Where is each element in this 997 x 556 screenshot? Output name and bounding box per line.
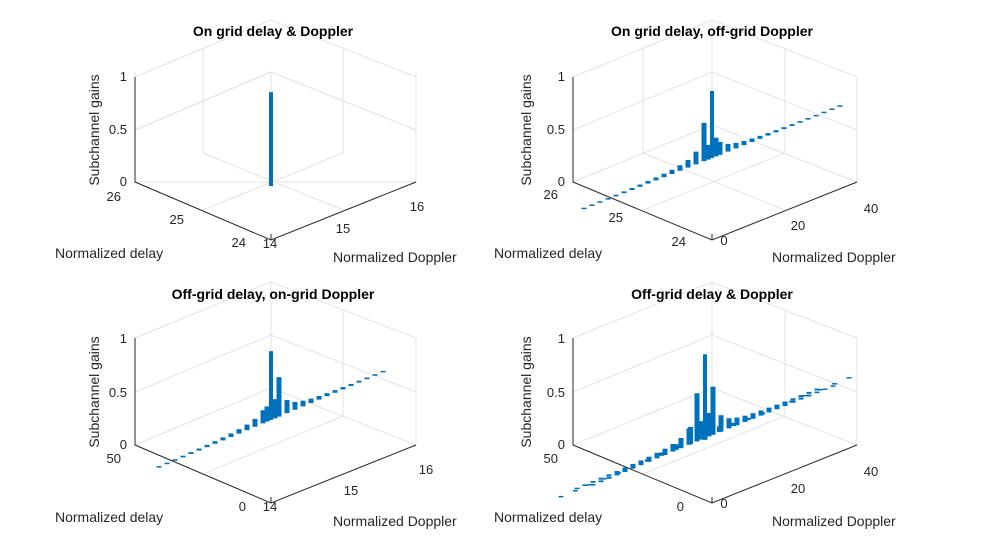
- x-tick: 20: [791, 481, 805, 496]
- y-tick: 24: [672, 234, 686, 249]
- x-tick: 40: [864, 201, 878, 216]
- y-axis-label: Normalized delay: [55, 245, 163, 261]
- x-tick: 16: [410, 199, 424, 214]
- y-tick: 24: [232, 235, 246, 250]
- z-tick: 0.5: [109, 385, 127, 400]
- chart-title: Off-grid delay & Doppler: [631, 286, 793, 302]
- z-tick: 1: [558, 69, 565, 84]
- x-tick: 15: [336, 221, 350, 236]
- z-tick: 0: [558, 174, 565, 189]
- y-tick: 0: [677, 499, 684, 514]
- z-tick: 1: [120, 331, 127, 346]
- y-axis-label: Normalized delay: [55, 509, 163, 525]
- z-tick: 1: [120, 69, 127, 84]
- y-tick: 25: [170, 212, 184, 227]
- z-tick: 1: [558, 331, 565, 346]
- y-tick: 0: [239, 499, 246, 514]
- z-tick: 0: [120, 437, 127, 452]
- z-tick: 0.5: [547, 122, 565, 137]
- x-tick: 14: [263, 499, 277, 514]
- x-tick: 15: [344, 483, 358, 498]
- z-tick: 0: [558, 437, 565, 452]
- y-tick: 25: [609, 210, 623, 225]
- z-axis-label: Subchannel gains: [518, 74, 534, 185]
- x-axis-label: Normalized Doppler: [333, 249, 457, 265]
- x-tick: 16: [419, 462, 433, 477]
- subplot-off-grid-doppler: On grid delay, off-grid Doppler 1 0.5 0 …: [494, 19, 896, 265]
- x-tick: 40: [864, 464, 878, 479]
- y-tick: 26: [544, 187, 558, 202]
- x-axis-label: Normalized Doppler: [772, 513, 896, 529]
- z-tick: 0.5: [547, 385, 565, 400]
- chart-title: On grid delay, off-grid Doppler: [611, 23, 814, 39]
- y-axis-label: Normalized delay: [494, 245, 602, 261]
- x-tick: 0: [720, 496, 727, 511]
- chart-title: Off-grid delay, on-grid Doppler: [172, 286, 375, 302]
- z-tick: 0: [120, 174, 127, 189]
- chart-title: On grid delay & Doppler: [193, 23, 354, 39]
- y-axis-label: Normalized delay: [494, 509, 602, 525]
- subplot-off-grid-both: Off-grid delay & Doppler 1 0.5 0 Subchan…: [494, 281, 896, 529]
- z-axis-label: Subchannel gains: [86, 74, 102, 185]
- x-tick: 14: [263, 236, 277, 251]
- x-axis-label: Normalized Doppler: [333, 513, 457, 529]
- z-axis-label: Subchannel gains: [518, 336, 534, 447]
- x-axis-label: Normalized Doppler: [772, 249, 896, 265]
- subplot-off-grid-delay: Off-grid delay, on-grid Doppler 1 0.5 0 …: [55, 281, 457, 529]
- z-axis-label: Subchannel gains: [86, 336, 102, 447]
- y-tick: 26: [107, 189, 121, 204]
- x-tick: 20: [791, 218, 805, 233]
- z-tick: 0.5: [109, 122, 127, 137]
- x-tick: 0: [720, 233, 727, 248]
- subplot-on-grid: On grid delay & Doppler 1 0.5 0 Subchann…: [55, 19, 457, 265]
- y-tick: 50: [544, 451, 558, 466]
- y-tick: 50: [107, 451, 121, 466]
